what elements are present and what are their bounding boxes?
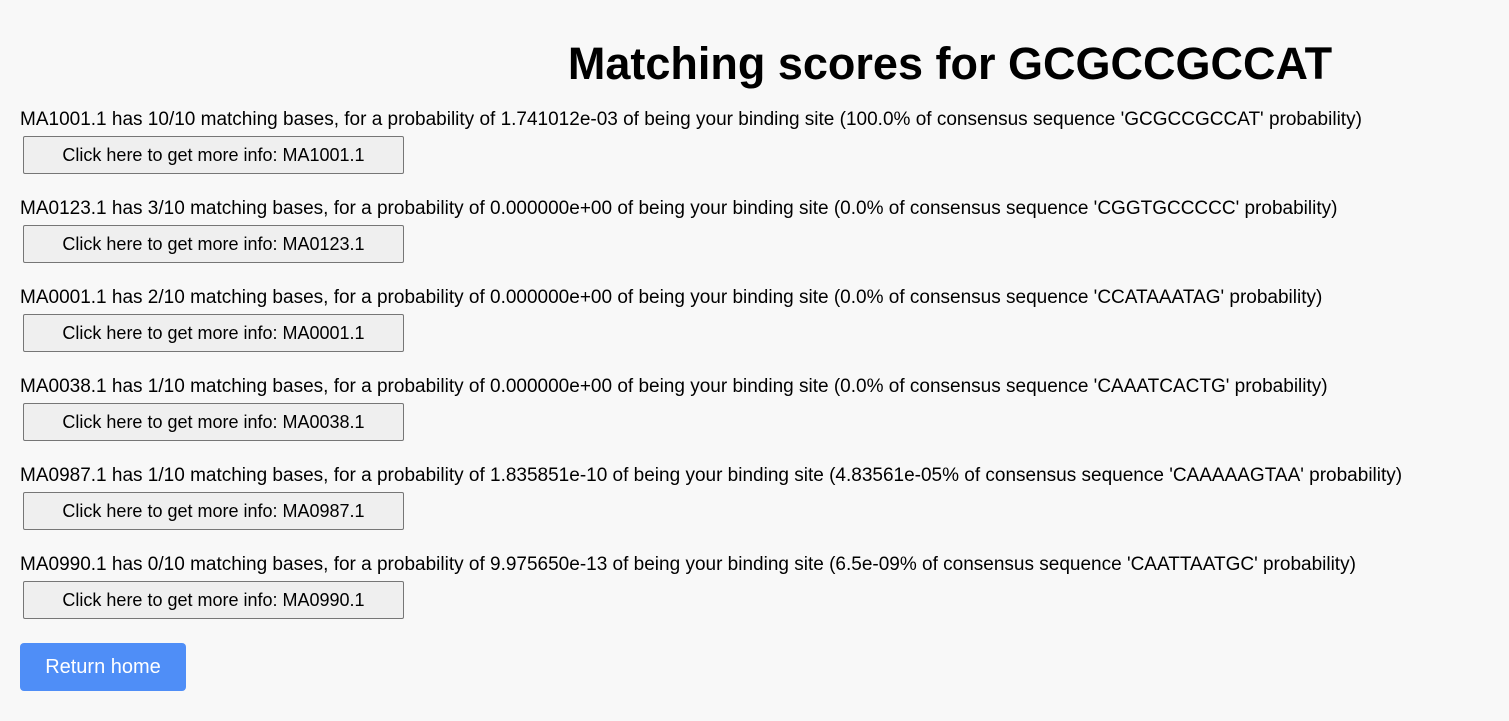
result-item: MA0990.1 has 0/10 matching bases, for a … xyxy=(20,553,1402,642)
result-item: MA0001.1 has 2/10 matching bases, for a … xyxy=(20,286,1402,375)
result-text: MA0123.1 has 3/10 matching bases, for a … xyxy=(20,198,1338,219)
result-text: MA1001.1 has 10/10 matching bases, for a… xyxy=(20,109,1362,130)
results-list: MA1001.1 has 10/10 matching bases, for a… xyxy=(20,108,1402,642)
result-text: MA0038.1 has 1/10 matching bases, for a … xyxy=(20,376,1328,397)
more-info-button[interactable]: Click here to get more info: MA0987.1 xyxy=(23,492,404,530)
more-info-button[interactable]: Click here to get more info: MA0038.1 xyxy=(23,403,404,441)
more-info-button[interactable]: Click here to get more info: MA0990.1 xyxy=(23,581,404,619)
more-info-button[interactable]: Click here to get more info: MA0001.1 xyxy=(23,314,404,352)
page-title: Matching scores for GCGCCGCCAT xyxy=(567,38,1333,89)
return-home-button[interactable]: Return home xyxy=(20,643,186,691)
result-text: MA0001.1 has 2/10 matching bases, for a … xyxy=(20,287,1323,308)
more-info-button[interactable]: Click here to get more info: MA1001.1 xyxy=(23,136,404,174)
result-text: MA0990.1 has 0/10 matching bases, for a … xyxy=(20,554,1356,575)
result-item: MA0123.1 has 3/10 matching bases, for a … xyxy=(20,197,1402,286)
more-info-button[interactable]: Click here to get more info: MA0123.1 xyxy=(23,225,404,263)
result-text: MA0987.1 has 1/10 matching bases, for a … xyxy=(20,465,1403,486)
result-item: MA1001.1 has 10/10 matching bases, for a… xyxy=(20,108,1402,197)
result-item: MA0038.1 has 1/10 matching bases, for a … xyxy=(20,375,1402,464)
result-item: MA0987.1 has 1/10 matching bases, for a … xyxy=(20,464,1402,553)
